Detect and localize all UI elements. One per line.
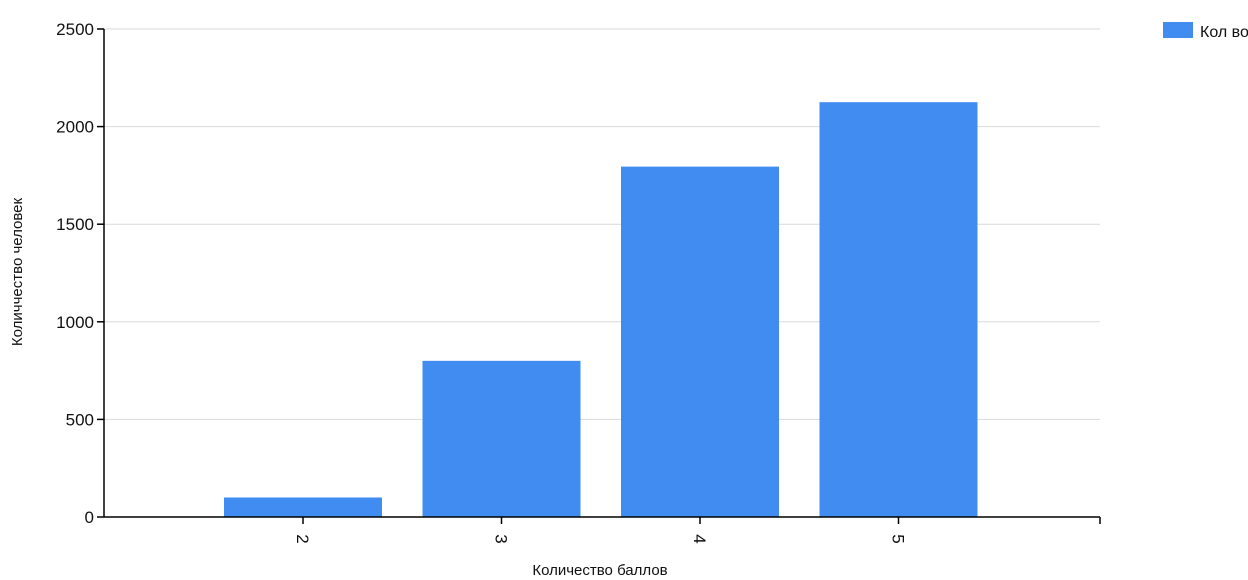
y-tick-label: 2000 (56, 118, 94, 137)
x-tick-label: 5 (889, 534, 908, 543)
bar-3 (422, 360, 581, 517)
y-tick-label: 500 (66, 410, 94, 429)
legend-swatch (1163, 22, 1193, 38)
x-tick-label: 2 (293, 534, 312, 543)
legend: Кол во (1163, 22, 1248, 41)
y-tick-label: 1000 (56, 313, 94, 332)
x-tick-label: 4 (690, 534, 709, 543)
bar-4 (621, 166, 779, 517)
y-tick-label: 0 (85, 508, 94, 527)
y-tick-label: 1500 (56, 215, 94, 234)
bar-5 (819, 102, 978, 517)
x-axis-ticks: 2 3 4 5 (293, 517, 1101, 544)
x-tick-label: 3 (492, 534, 511, 543)
y-axis-title: Количчество человек (9, 197, 26, 346)
y-tick-label: 2500 (56, 20, 94, 39)
x-axis-title: Количество баллов (532, 562, 667, 579)
bars (224, 102, 978, 517)
y-axis-ticks: 0 500 1000 1500 2000 2500 (56, 20, 104, 527)
legend-label: Кол во (1200, 24, 1248, 41)
bar-2 (224, 497, 382, 517)
